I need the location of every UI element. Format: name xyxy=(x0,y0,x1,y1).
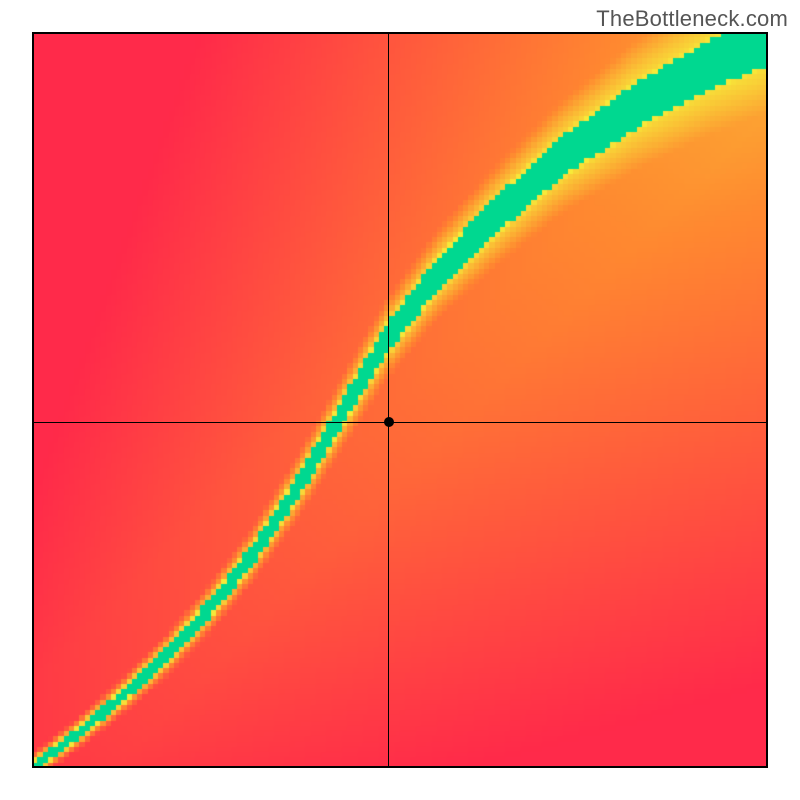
plot-border xyxy=(32,32,768,768)
watermark-text: TheBottleneck.com xyxy=(596,6,788,32)
crosshair-vertical xyxy=(388,32,389,768)
crosshair-marker xyxy=(384,417,394,427)
chart-container: TheBottleneck.com xyxy=(0,0,800,800)
crosshair-horizontal xyxy=(32,422,768,423)
